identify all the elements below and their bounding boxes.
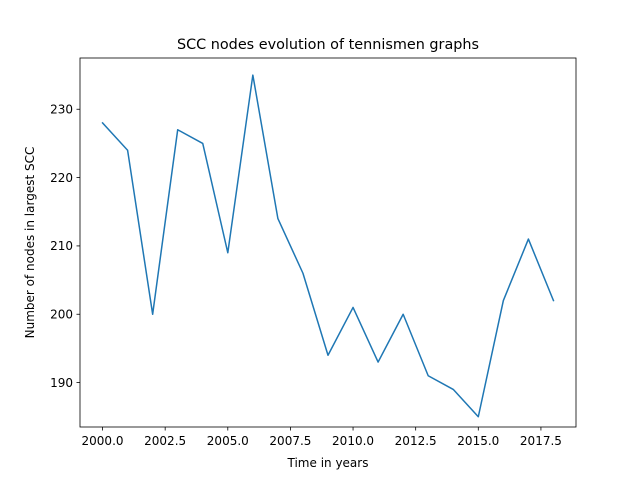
axes-frame: [79, 57, 577, 428]
x-tick-label: 2017.5: [520, 434, 562, 448]
x-tick-label: 2015.0: [457, 434, 499, 448]
x-tick-label: 2002.5: [144, 434, 186, 448]
x-tick-label: 2012.5: [395, 434, 437, 448]
y-axis-label: Number of nodes in largest SCC: [23, 147, 37, 339]
y-tick-label: 210: [50, 239, 73, 253]
y-tick-label: 190: [50, 376, 73, 390]
x-tick-label: 2010.0: [332, 434, 374, 448]
x-tick-label: 2007.5: [269, 434, 311, 448]
plot-area: [101, 74, 555, 418]
chart-title: SCC nodes evolution of tennismen graphs: [177, 37, 479, 53]
x-tick-label: 2000.0: [82, 434, 124, 448]
y-axis-ticks: 190 200 210 220 230: [50, 103, 80, 390]
x-tick-label: 2005.0: [207, 434, 249, 448]
x-axis-label: Time in years: [287, 456, 369, 470]
x-axis-ticks: 2000.0 2002.5 2005.0 2007.5 2010.0 2012.5 2015…: [82, 427, 562, 448]
y-tick-label: 230: [50, 103, 73, 117]
series-line-0: [101, 74, 555, 418]
y-tick-label: 220: [50, 171, 73, 185]
y-tick-label: 200: [50, 308, 73, 322]
